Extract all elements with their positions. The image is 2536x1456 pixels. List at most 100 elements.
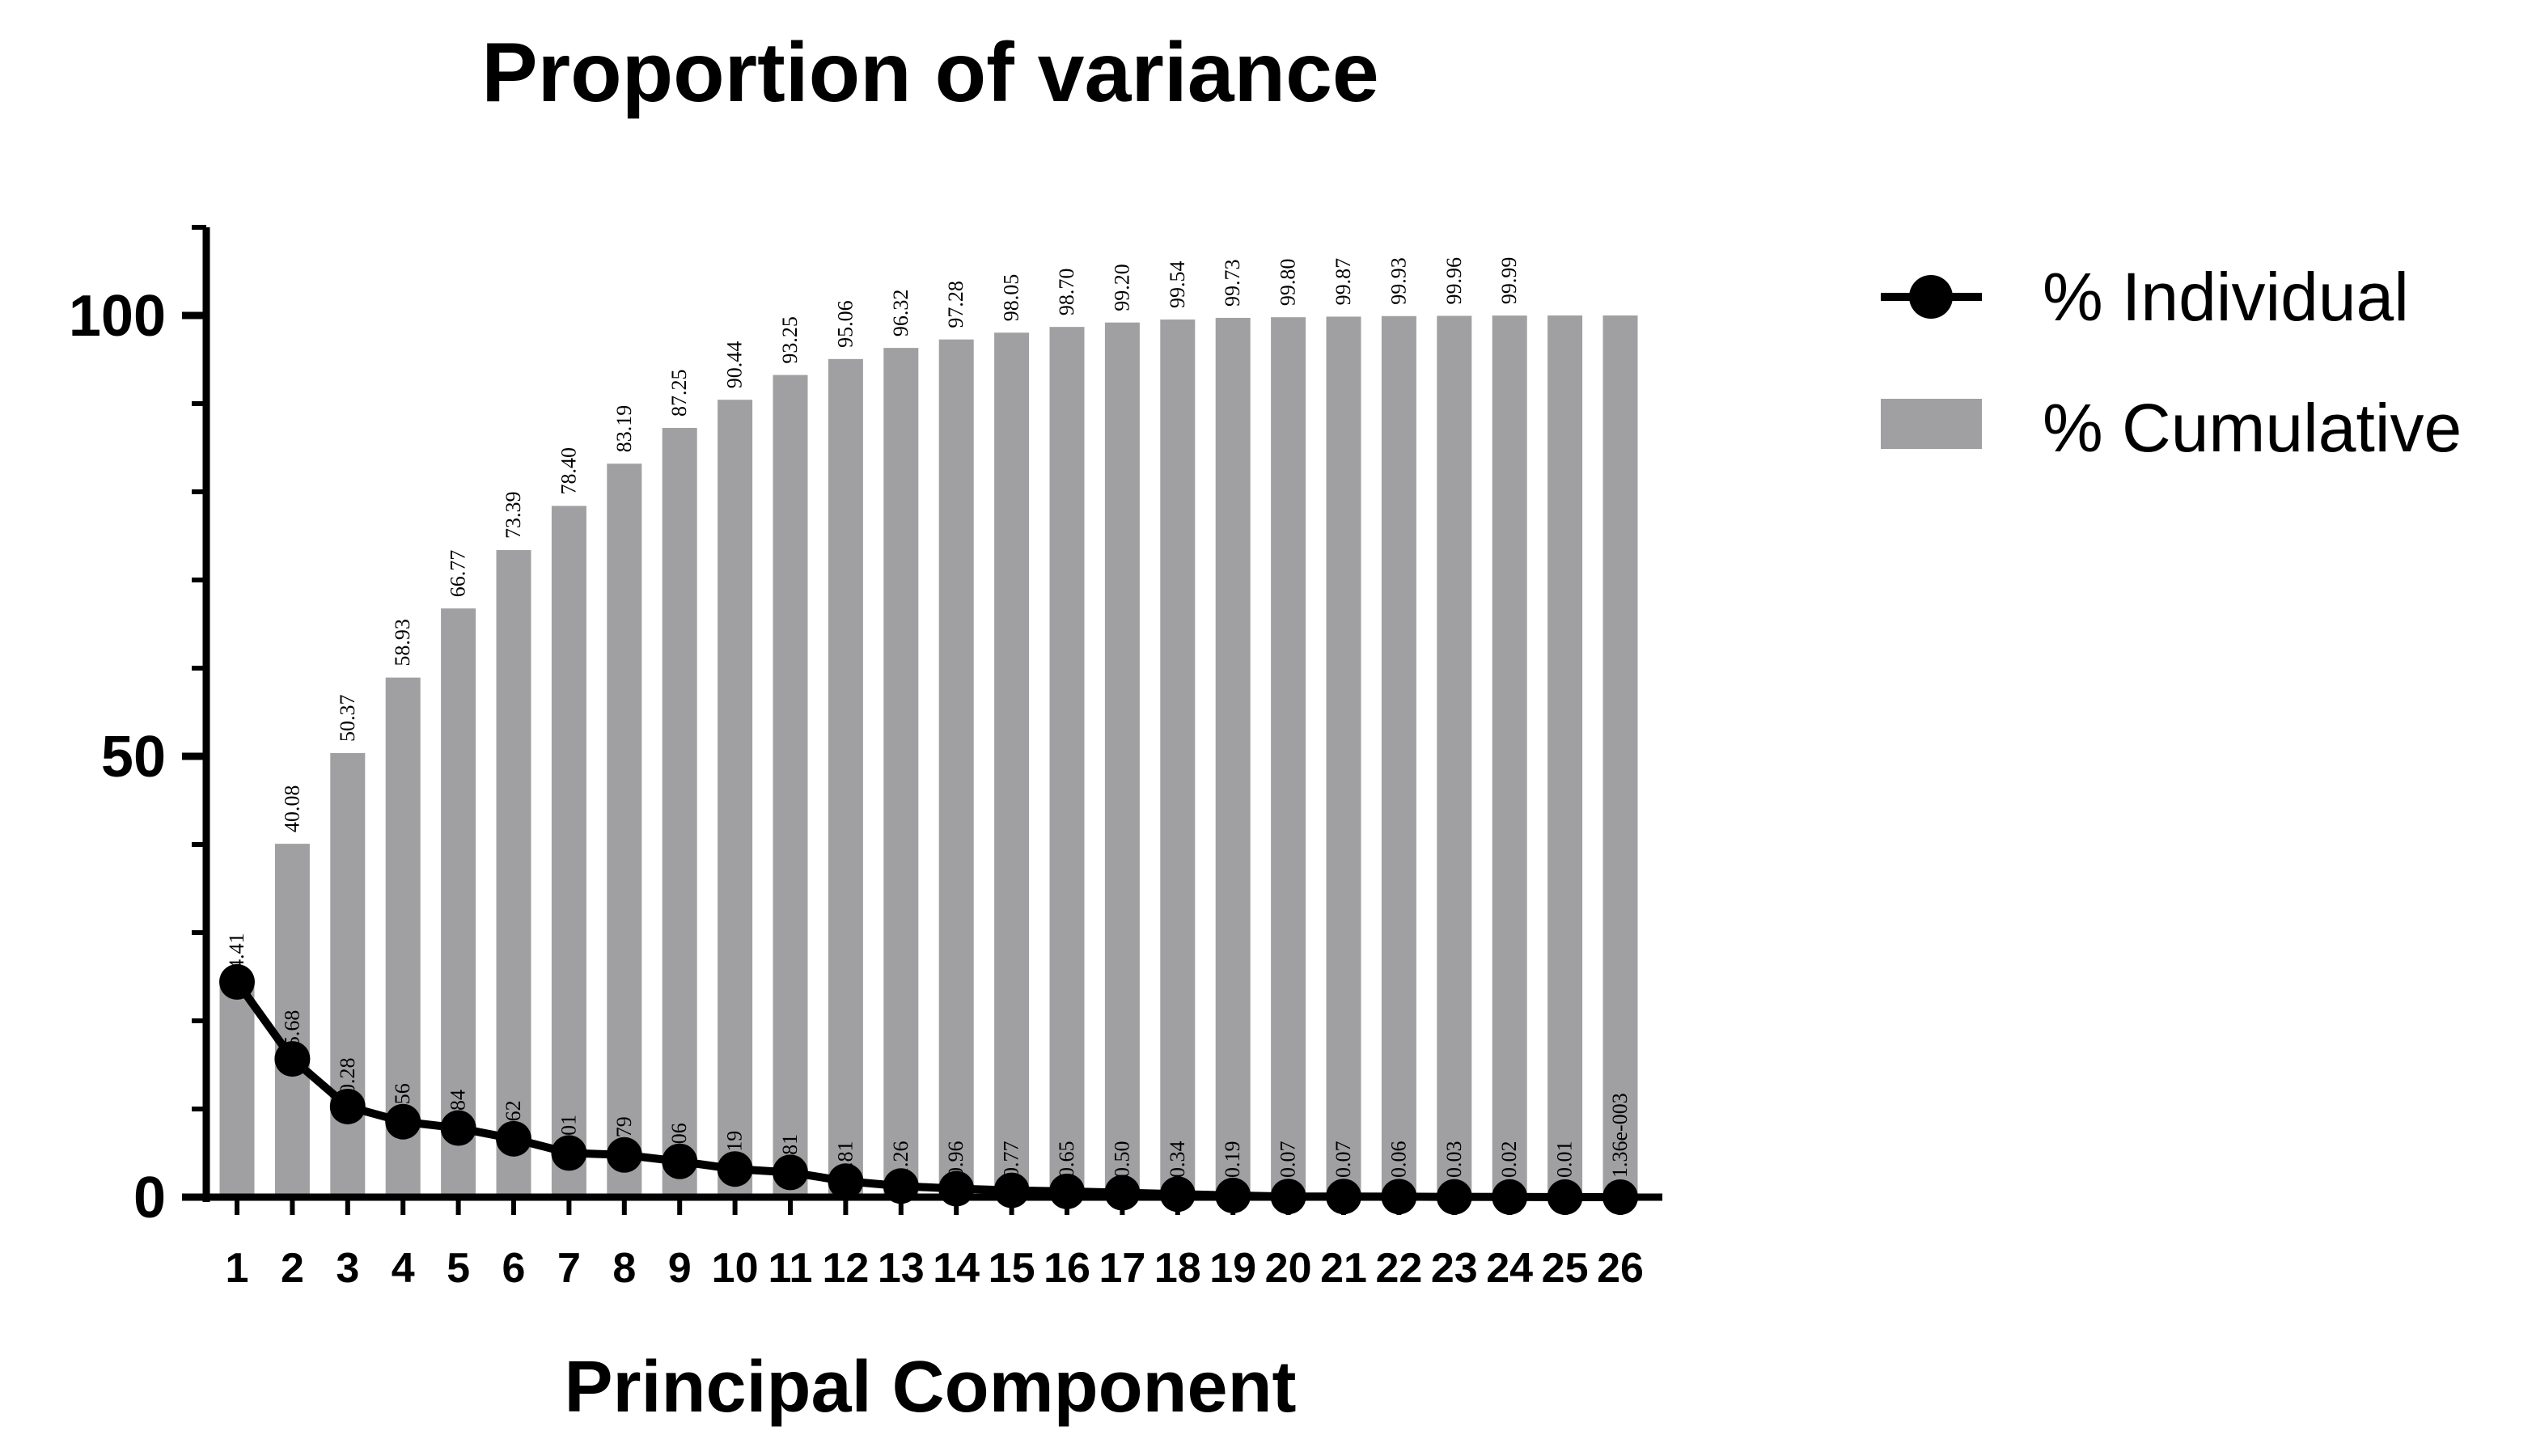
cumulative-bar-label: 50.37 [336, 694, 359, 742]
cumulative-bar [219, 981, 255, 1197]
individual-point [1436, 1179, 1472, 1215]
cumulative-bar [441, 608, 476, 1197]
individual-point-label: 0.96 [944, 1141, 967, 1179]
individual-point [1215, 1177, 1251, 1213]
x-tick-label: 9 [668, 1245, 692, 1292]
cumulative-bar-label: 83.19 [612, 405, 636, 453]
cumulative-bar-label: 99.93 [1387, 257, 1410, 305]
y-tick-label: 100 [69, 284, 166, 349]
x-tick-label: 6 [502, 1245, 526, 1292]
individual-point [662, 1143, 698, 1179]
x-tick-label: 20 [1265, 1245, 1312, 1292]
individual-point-label: 0.06 [1387, 1141, 1410, 1179]
individual-line-series [219, 963, 1638, 1215]
individual-point-label: 3.19 [723, 1131, 747, 1168]
cumulative-bar [1104, 322, 1140, 1198]
individual-point-label: 7.84 [447, 1090, 470, 1127]
individual-point [1381, 1179, 1417, 1215]
x-tick-label: 19 [1209, 1245, 1256, 1292]
cumulative-bar [1215, 317, 1251, 1197]
cumulative-bar [662, 427, 697, 1197]
cumulative-bar-label: 98.05 [1000, 274, 1023, 322]
x-tick-label: 14 [933, 1245, 980, 1292]
x-tick-label: 15 [989, 1245, 1035, 1292]
x-tick-label: 13 [878, 1245, 925, 1292]
individual-point-label: 1.36e-003 [1608, 1093, 1632, 1178]
x-tick-label: 12 [822, 1245, 869, 1292]
individual-point [606, 1136, 642, 1173]
cumulative-bar [1049, 327, 1085, 1197]
cumulative-bar [938, 339, 974, 1198]
individual-point [551, 1135, 587, 1171]
cumulative-bar-label: 99.20 [1110, 264, 1133, 311]
individual-point-label: 0.01 [1553, 1141, 1577, 1179]
x-tick-label: 10 [712, 1245, 759, 1292]
x-tick-label: 26 [1597, 1245, 1644, 1292]
individual-point-label: 0.77 [1000, 1141, 1023, 1179]
cumulative-bar [718, 400, 753, 1198]
individual-point-label: 0.50 [1110, 1141, 1133, 1179]
individual-point-label: 6.62 [502, 1100, 525, 1137]
individual-point [1547, 1179, 1583, 1215]
x-tick-label: 17 [1099, 1245, 1145, 1292]
individual-point-label: 0.07 [1332, 1141, 1355, 1179]
cumulative-bar [1437, 315, 1472, 1197]
individual-point [219, 963, 255, 1000]
individual-point-label: 1.26 [889, 1141, 912, 1179]
cumulative-bar-label: 96.32 [889, 290, 912, 337]
x-tick-label: 8 [612, 1245, 636, 1292]
individual-point-label: 4.06 [667, 1123, 691, 1160]
cumulative-bar [1326, 316, 1361, 1197]
x-tick-label: 2 [281, 1245, 304, 1292]
cumulative-bar-label: 99.99 [1497, 257, 1521, 305]
cumulative-bar-label: 99.54 [1166, 261, 1189, 309]
individual-point-label: 0.65 [1055, 1141, 1078, 1179]
individual-point-label: 2.81 [778, 1134, 802, 1171]
x-tick-label: 7 [557, 1245, 581, 1292]
individual-point [1492, 1179, 1528, 1215]
individual-point [773, 1154, 808, 1191]
cumulative-bar [994, 332, 1030, 1197]
individual-point-label: 0.07 [1276, 1141, 1300, 1179]
cumulative-bar-label: 99.80 [1276, 259, 1300, 307]
x-tick-label: 5 [447, 1245, 470, 1292]
x-tick-label: 23 [1431, 1245, 1478, 1292]
individual-point [329, 1088, 366, 1124]
x-tick-label: 24 [1486, 1245, 1533, 1292]
cumulative-bar-label: 66.77 [447, 550, 470, 598]
legend-individual-marker [1909, 275, 1953, 319]
individual-point-label: 4.79 [612, 1116, 636, 1153]
individual-point [938, 1170, 975, 1207]
individual-point-label: 0.34 [1166, 1141, 1189, 1179]
cumulative-bar [1160, 320, 1196, 1197]
cumulative-bar-label: 90.44 [723, 341, 747, 389]
cumulative-bar [1381, 315, 1416, 1198]
individual-point [1326, 1179, 1361, 1215]
cumulative-bar [828, 358, 863, 1198]
individual-point [440, 1110, 476, 1146]
cumulative-bar-label: 98.70 [1055, 269, 1078, 316]
chart-title: Proportion of variance [481, 26, 1379, 120]
legend-individual-label: % Individual [2043, 259, 2409, 335]
cumulative-bar [330, 752, 366, 1197]
individual-point [717, 1151, 753, 1187]
individual-point [1049, 1173, 1085, 1209]
individual-point [496, 1120, 531, 1157]
cumulative-bar [1271, 317, 1306, 1198]
individual-point-labels: 24.41 15.68 10.28 8.56 7.84 6.62 5.01 4.79 4.06 3… [225, 933, 1632, 1178]
individual-point [1270, 1179, 1306, 1215]
individual-point-label: 15.68 [280, 1010, 303, 1058]
x-tick-label: 21 [1320, 1245, 1367, 1292]
x-tick-label: 18 [1154, 1245, 1201, 1292]
legend: % Individual % Cumulative [1881, 259, 2462, 466]
cumulative-bar [773, 375, 808, 1197]
cumulative-bar-label: 87.25 [667, 369, 691, 417]
cumulative-bar [1547, 315, 1583, 1197]
x-tick-label: 4 [392, 1245, 415, 1292]
cumulative-bar-label: 73.39 [502, 492, 525, 540]
individual-point [1104, 1175, 1141, 1211]
x-tick-label: 1 [226, 1245, 249, 1292]
x-tick-label: 25 [1542, 1245, 1589, 1292]
cumulative-bar-label: 93.25 [778, 316, 802, 364]
